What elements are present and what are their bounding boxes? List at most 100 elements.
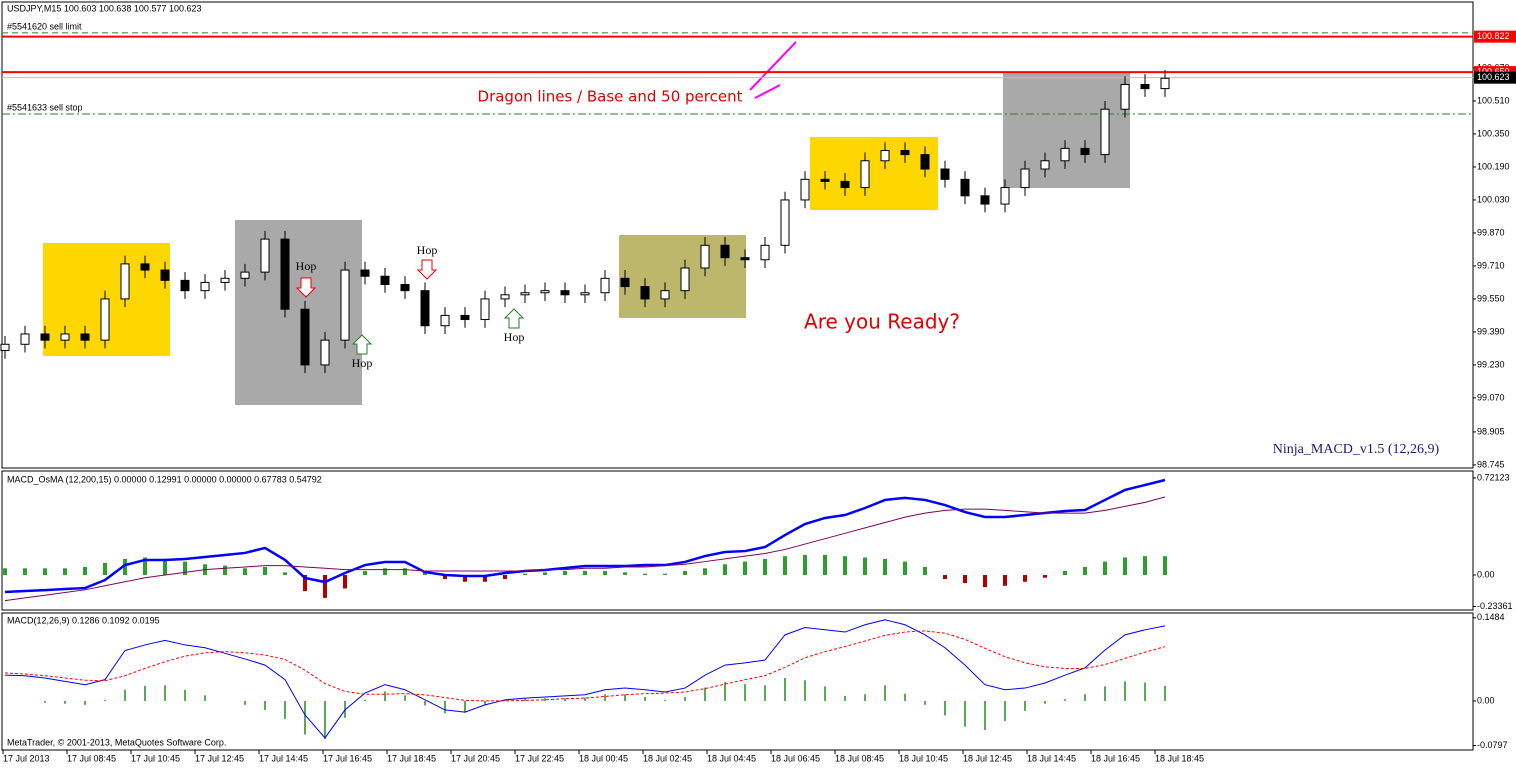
candle-body: [1020, 168, 1030, 189]
hop-label: Hop: [352, 356, 373, 370]
y-tick-label: 0.00: [1477, 569, 1495, 579]
candle-body: [680, 267, 690, 292]
y-tick-label: 100.510: [1477, 95, 1510, 105]
hop-label: Hop: [504, 330, 525, 344]
candle-body: [820, 178, 830, 182]
up-arrow: [351, 334, 373, 355]
x-tick-label: 18 Jul 06:45: [771, 753, 820, 763]
hop-label: Hop: [417, 243, 438, 257]
candle-body: [0, 343, 10, 351]
y-tick-label: 99.870: [1477, 227, 1505, 237]
x-tick-label: 18 Jul 14:45: [1027, 753, 1076, 763]
x-tick-label: 18 Jul 10:45: [899, 753, 948, 763]
slash: [749, 41, 797, 91]
level-tag: [1474, 30, 1516, 43]
box: [810, 137, 938, 210]
candle-body: [180, 279, 190, 292]
x-tick-label: 18 Jul 00:45: [579, 753, 628, 763]
down-arrow: [416, 259, 438, 280]
candle-body: [160, 269, 170, 281]
candle-body: [360, 269, 370, 277]
candle-body: [1100, 108, 1110, 156]
indicator-line: [4, 630, 1166, 702]
y-tick-label: 99.550: [1477, 293, 1505, 303]
annotation: Are you Ready?: [804, 310, 960, 334]
level-value: 100.650: [1477, 66, 1510, 76]
y-tick-label: 98.745: [1477, 459, 1505, 469]
candle-body: [960, 178, 970, 197]
y-tick-label: 0.72123: [1477, 472, 1510, 482]
candle-body: [340, 269, 350, 341]
candle-body: [420, 290, 430, 327]
candle-body: [740, 257, 750, 261]
osma-panel: [1, 470, 1474, 611]
candle-body: [1080, 147, 1090, 156]
candle-body: [60, 333, 70, 341]
y-tick-label: 100.030: [1477, 194, 1510, 204]
y-tick-label: 0.1484: [1477, 612, 1505, 622]
candle-body: [400, 283, 410, 292]
x-tick-label: 17 Jul 18:45: [387, 753, 436, 763]
candle-body: [900, 149, 910, 156]
candle-body: [380, 275, 390, 285]
candle-body: [840, 180, 850, 189]
candle-body: [640, 286, 650, 300]
candle-body: [260, 238, 270, 273]
candle-body: [920, 154, 930, 170]
y-tick-label: 100.350: [1477, 128, 1510, 138]
candle-body: [520, 292, 530, 296]
candle-body: [660, 290, 670, 300]
x-tick-label: 17 Jul 12:45: [195, 753, 244, 763]
y-tick-label: 99.390: [1477, 326, 1505, 336]
candle-body: [120, 263, 130, 300]
candle-body: [220, 277, 230, 283]
hop-label: Hop: [296, 259, 317, 273]
osma-title: MACD_OsMA (12,200,15) 0.00000 0.12991 0.…: [7, 474, 322, 484]
candle-body: [20, 333, 30, 345]
y-tick-label: 98.905: [1477, 426, 1505, 436]
candle-body: [1060, 147, 1070, 162]
candle-body: [40, 333, 50, 341]
y-tick-label: 99.230: [1477, 359, 1505, 369]
x-tick-label: 17 Jul 14:45: [259, 753, 308, 763]
down-arrow: [295, 277, 317, 298]
candle-body: [940, 168, 950, 180]
indicator-line: [4, 478, 1166, 594]
x-tick-label: 18 Jul 12:45: [963, 753, 1012, 763]
up-arrow: [503, 308, 525, 329]
level-tag: [1474, 71, 1516, 84]
macd-title: MACD(12,26,9) 0.1286 0.1092 0.0195: [7, 615, 160, 625]
candle-body: [560, 290, 570, 296]
plot-layer: [0, 32, 1473, 740]
x-tick-label: 17 Jul 20:45: [451, 753, 500, 763]
candle-body: [1040, 160, 1050, 170]
y-tick-label: 0.00: [1477, 695, 1495, 705]
x-tick-label: 18 Jul 02:45: [643, 753, 692, 763]
candle-body: [860, 160, 870, 189]
chart-title: USDJPY,M15 100.603 100.638 100.577 100.6…: [7, 3, 202, 13]
level-value: 100.822: [1477, 31, 1510, 41]
candle-body: [440, 314, 450, 327]
candle-body: [320, 339, 330, 366]
candle-body: [880, 149, 890, 162]
x-tick-label: 18 Jul 04:45: [707, 753, 756, 763]
candle-body: [200, 281, 210, 292]
annotation: Dragon lines / Base and 50 percent: [478, 88, 743, 106]
y-tick-label: 99.710: [1477, 260, 1505, 270]
candle-body: [100, 298, 110, 341]
candle-body: [80, 333, 90, 341]
y-tick-label: -0.0797: [1477, 740, 1508, 750]
candle-body: [600, 277, 610, 294]
indicator-name: Ninja_MACD_v1.5 (12,26,9): [1273, 442, 1440, 457]
slash: [754, 84, 781, 99]
candle-body: [240, 271, 250, 279]
candle-body: [300, 308, 310, 366]
indicator-line: [4, 496, 1166, 602]
candle-body: [620, 277, 630, 288]
candle-body: [800, 178, 810, 201]
x-tick-label: 17 Jul 22:45: [515, 753, 564, 763]
level-name: #5541633 sell stop: [7, 102, 83, 112]
x-tick-label: 18 Jul 16:45: [1091, 753, 1140, 763]
